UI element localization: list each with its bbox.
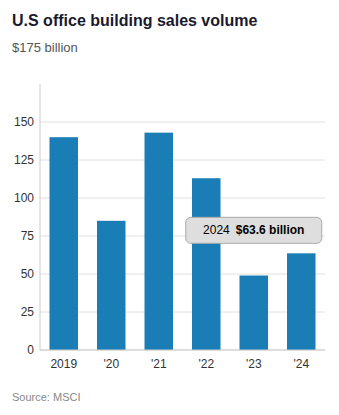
x-tick-label: '20 — [103, 357, 119, 371]
bar — [192, 178, 221, 350]
annotation: 2024 $63.6 billion — [186, 217, 322, 243]
x-tick-label: 2019 — [50, 357, 77, 371]
y-tick-label: 100 — [14, 191, 34, 205]
y-tick-label: 25 — [21, 305, 35, 319]
bar — [240, 276, 269, 350]
x-axis-line — [40, 350, 325, 351]
y-tick-label: 150 — [14, 115, 34, 129]
y-tick-label: 50 — [21, 267, 35, 281]
source: Source: MSCI — [12, 391, 80, 403]
y-tick-label: 125 — [14, 153, 34, 167]
grid-line — [40, 350, 325, 351]
annotation-value: $63.6 billion — [236, 223, 305, 237]
x-tick-label: '22 — [198, 357, 214, 371]
y-tick-label: 0 — [27, 343, 34, 357]
grid-line — [40, 312, 325, 313]
bar — [287, 253, 316, 350]
bar — [50, 137, 79, 350]
bar — [97, 221, 126, 350]
grid-line — [40, 198, 325, 199]
chart: U.S office building sales volume $175 bil… — [0, 0, 339, 415]
grid-line — [40, 122, 325, 123]
annotation-year: 2024 — [203, 223, 230, 237]
y-tick-label: 75 — [21, 229, 35, 243]
subtitle: $175 billion — [12, 40, 78, 55]
x-tick-label: '21 — [151, 357, 167, 371]
grid-line — [40, 274, 325, 275]
grid-line — [40, 160, 325, 161]
x-tick-label: '23 — [246, 357, 262, 371]
annotation-text: 2024 $63.6 billion — [203, 223, 304, 237]
annotation-box — [186, 217, 322, 243]
bar — [145, 133, 174, 350]
x-tick-label: '24 — [293, 357, 309, 371]
y-axis-line — [40, 84, 41, 350]
title: U.S office building sales volume — [12, 12, 257, 29]
